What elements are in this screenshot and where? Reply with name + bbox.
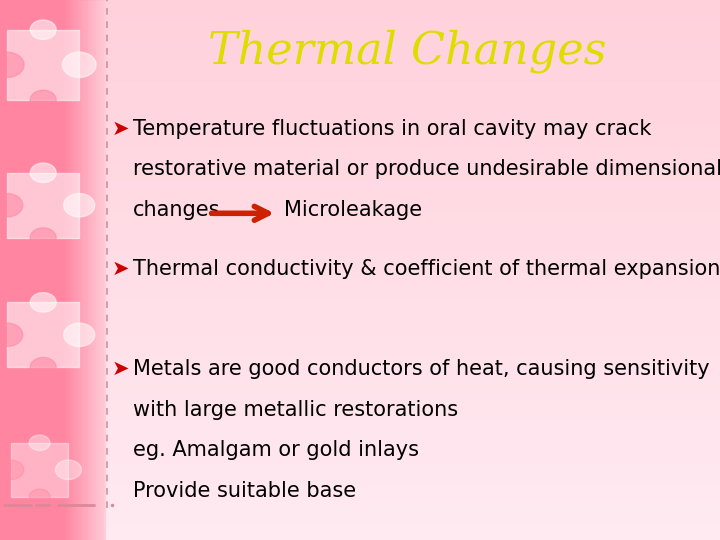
Circle shape — [30, 293, 56, 312]
Circle shape — [0, 193, 23, 217]
Bar — [0, 0, 104, 540]
Text: restorative material or produce undesirable dimensional: restorative material or produce undesira… — [133, 159, 720, 179]
Text: Provide suitable base: Provide suitable base — [133, 481, 356, 501]
Text: Thermal Changes: Thermal Changes — [207, 30, 606, 73]
Circle shape — [30, 357, 56, 377]
Circle shape — [63, 52, 96, 77]
Circle shape — [63, 323, 95, 347]
Text: with large metallic restorations: with large metallic restorations — [133, 400, 459, 420]
Circle shape — [30, 228, 56, 247]
Text: ➤: ➤ — [112, 359, 129, 379]
Circle shape — [0, 323, 23, 347]
Circle shape — [0, 52, 24, 77]
Text: Thermal conductivity & coefficient of thermal expansion: Thermal conductivity & coefficient of th… — [133, 259, 720, 279]
Circle shape — [30, 90, 56, 110]
Bar — [7, 302, 79, 367]
Text: ➤: ➤ — [112, 259, 129, 279]
Circle shape — [55, 460, 81, 480]
Circle shape — [30, 163, 56, 183]
Text: eg. Amalgam or gold inlays: eg. Amalgam or gold inlays — [133, 440, 419, 460]
Bar — [11, 443, 68, 497]
Text: changes: changes — [133, 200, 221, 220]
Circle shape — [63, 193, 95, 217]
Text: Metals are good conductors of heat, causing sensitivity: Metals are good conductors of heat, caus… — [133, 359, 710, 379]
Circle shape — [0, 460, 24, 480]
Text: ➤: ➤ — [112, 119, 129, 139]
Bar — [7, 30, 79, 100]
Text: Temperature fluctuations in oral cavity may crack: Temperature fluctuations in oral cavity … — [133, 119, 652, 139]
Circle shape — [30, 435, 50, 450]
Text: Microleakage: Microleakage — [284, 200, 423, 220]
Circle shape — [30, 489, 50, 504]
Bar — [7, 173, 79, 238]
Circle shape — [30, 20, 56, 39]
